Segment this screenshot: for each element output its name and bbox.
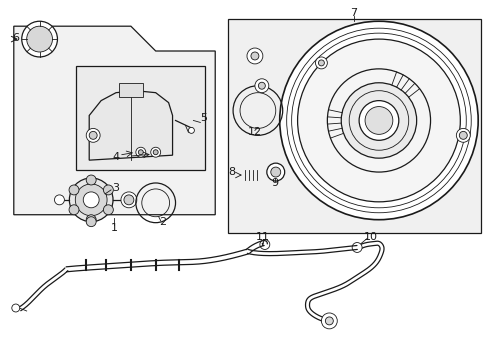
Circle shape (188, 127, 194, 133)
Circle shape (365, 107, 392, 134)
Bar (228, 19, 480, 233)
Text: 9: 9 (271, 178, 278, 188)
Circle shape (315, 57, 326, 69)
Text: 4: 4 (112, 152, 120, 162)
Circle shape (86, 217, 96, 227)
Circle shape (103, 205, 113, 215)
Circle shape (254, 79, 268, 93)
Circle shape (103, 185, 113, 195)
Circle shape (12, 304, 20, 312)
Circle shape (86, 215, 96, 225)
Text: 1: 1 (110, 222, 117, 233)
Polygon shape (14, 26, 215, 215)
Bar (119, 83, 142, 96)
Circle shape (83, 192, 99, 208)
Circle shape (86, 129, 100, 142)
Circle shape (341, 83, 416, 158)
Circle shape (455, 129, 469, 142)
Text: 6: 6 (12, 33, 19, 43)
Circle shape (318, 60, 324, 66)
Circle shape (69, 205, 79, 215)
Text: 2: 2 (159, 217, 166, 227)
Circle shape (258, 82, 265, 89)
Text: 12: 12 (247, 127, 262, 138)
Circle shape (86, 175, 96, 185)
FancyBboxPatch shape (242, 168, 262, 182)
Text: 11: 11 (255, 231, 269, 242)
Bar (76, 66, 205, 170)
Circle shape (259, 239, 269, 249)
Circle shape (358, 100, 398, 140)
Circle shape (250, 52, 258, 60)
Circle shape (153, 150, 158, 155)
Text: 5: 5 (200, 113, 207, 123)
Polygon shape (89, 91, 172, 160)
Circle shape (69, 178, 113, 222)
Circle shape (123, 195, 134, 205)
Circle shape (69, 185, 79, 195)
Circle shape (121, 192, 137, 208)
Circle shape (54, 195, 64, 205)
Circle shape (279, 21, 477, 220)
Circle shape (297, 39, 459, 202)
Circle shape (246, 48, 263, 64)
Circle shape (325, 317, 333, 325)
Circle shape (458, 131, 467, 139)
Text: 8: 8 (227, 167, 235, 177)
Circle shape (136, 147, 145, 157)
Circle shape (270, 167, 280, 177)
Circle shape (351, 243, 361, 252)
Text: 7: 7 (350, 8, 357, 18)
Text: 3: 3 (112, 183, 119, 193)
Circle shape (21, 21, 57, 57)
Text: 10: 10 (363, 231, 377, 242)
Circle shape (89, 131, 97, 139)
Circle shape (266, 163, 284, 181)
Circle shape (75, 184, 107, 216)
Circle shape (321, 313, 337, 329)
Circle shape (138, 150, 143, 155)
Circle shape (27, 26, 52, 52)
Circle shape (150, 147, 161, 157)
